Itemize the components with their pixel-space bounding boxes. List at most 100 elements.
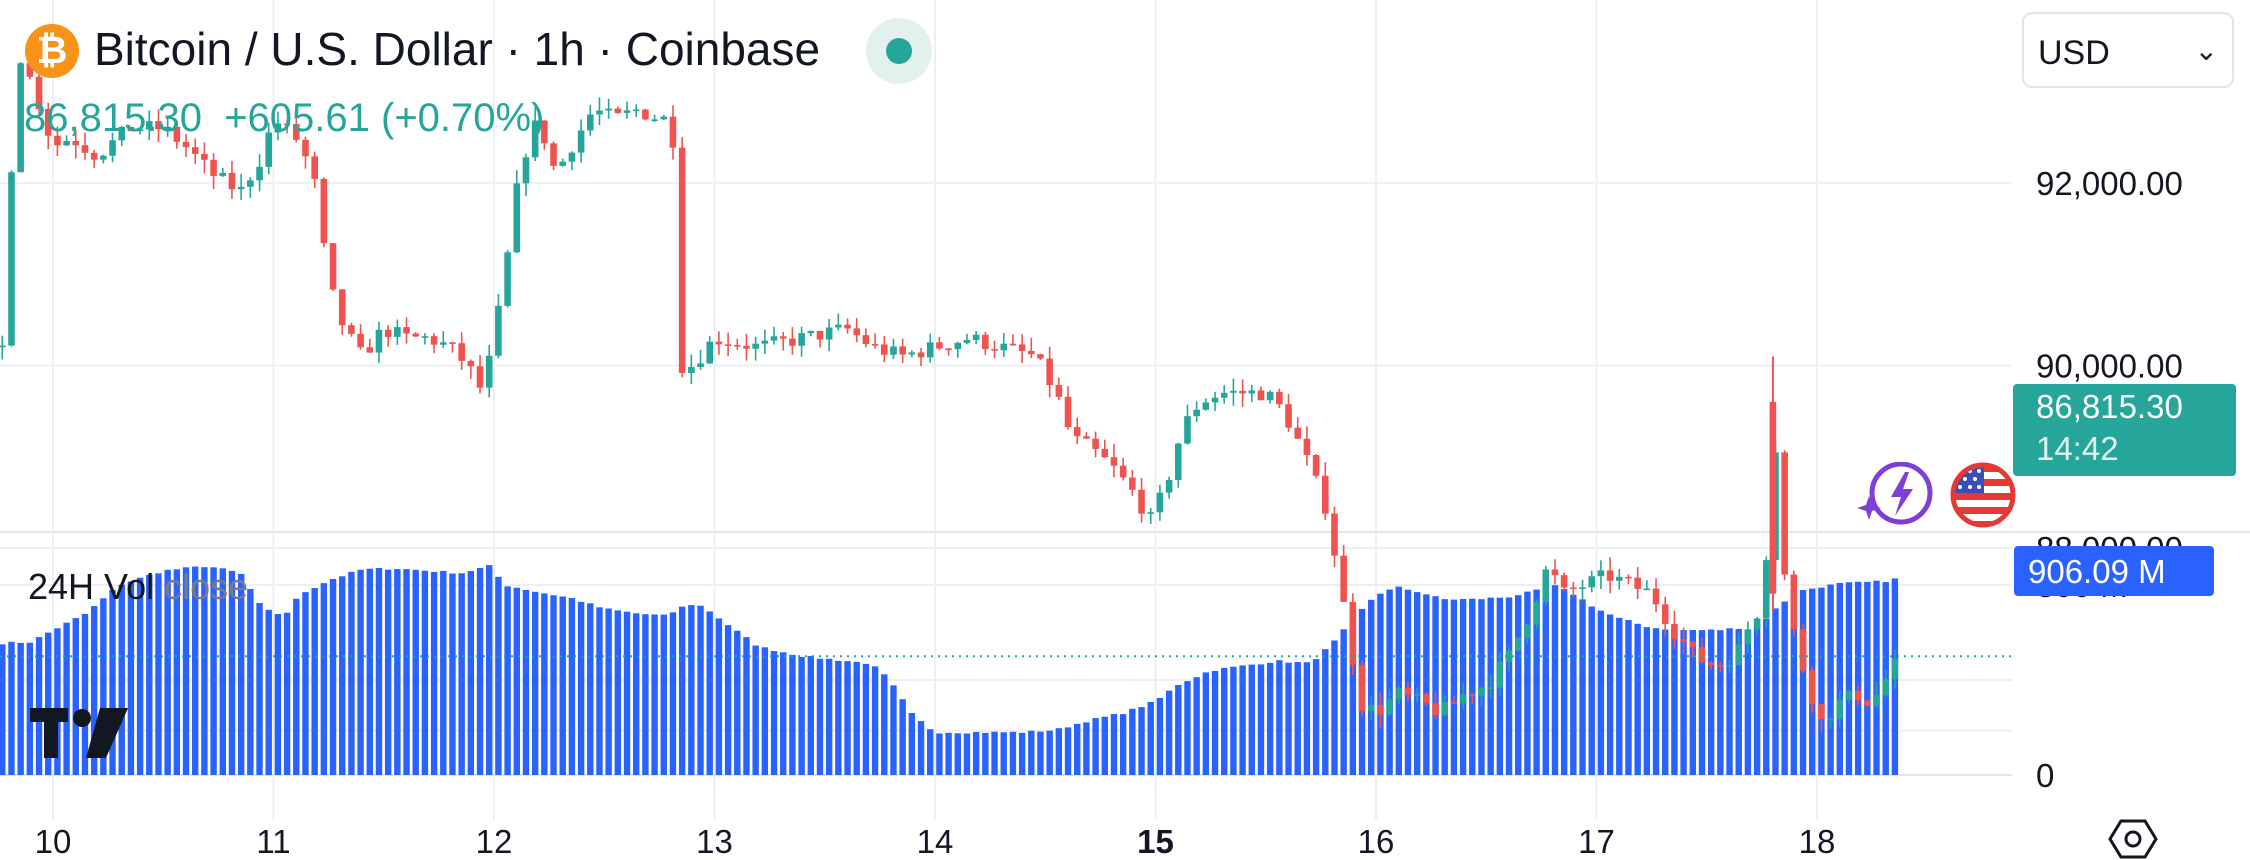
volume-bar	[412, 569, 419, 775]
candle-down	[1551, 569, 1559, 576]
candle-down	[614, 108, 622, 113]
candle-up	[109, 140, 116, 156]
volume-bar	[201, 567, 208, 775]
volume-bar	[1028, 730, 1035, 775]
candle-down	[1092, 438, 1099, 449]
volume-bar	[146, 574, 153, 775]
tradingview-logo[interactable]	[30, 706, 130, 762]
candle-down	[779, 336, 787, 339]
candle-down	[1129, 477, 1136, 490]
volume-bar	[1092, 718, 1099, 775]
candle-down	[1790, 574, 1798, 630]
candle-up	[1156, 492, 1164, 513]
volume-indicator-name: 24H Vol	[28, 566, 155, 607]
candle-down	[311, 156, 318, 179]
volume-bar	[706, 611, 713, 775]
volume-bar	[954, 733, 961, 775]
volume-bar	[1588, 606, 1595, 775]
volume-bar	[1377, 593, 1384, 775]
us-flag-icon[interactable]	[1950, 462, 2016, 528]
candle-up	[807, 330, 815, 334]
volume-bar	[8, 641, 15, 775]
symbol-title[interactable]: Bitcoin / U.S. Dollar · 1h · Coinbase	[94, 23, 821, 75]
volume-bar	[1101, 716, 1108, 775]
volume-bar	[1818, 587, 1825, 775]
volume-bar	[320, 583, 328, 775]
volume-bar	[403, 569, 410, 775]
currency-select[interactable]: USD ⌄	[2022, 12, 2234, 88]
candle-down	[1707, 662, 1715, 666]
volume-bar	[927, 729, 934, 775]
candle-down	[899, 346, 906, 355]
price-tag-countdown: 14:42	[2036, 430, 2119, 467]
candle-down	[127, 126, 135, 132]
candle-up	[1827, 718, 1834, 721]
candle-down	[449, 342, 456, 344]
candle-up	[1266, 391, 1274, 401]
volume-bar	[1083, 722, 1090, 775]
candle-up	[1588, 576, 1596, 588]
settings-hex-icon[interactable]	[2108, 818, 2158, 860]
candle-up	[219, 172, 227, 176]
candle-up	[0, 345, 6, 348]
volume-bar	[1413, 592, 1421, 775]
candle-up	[1478, 688, 1485, 696]
lightning-icon[interactable]	[1855, 462, 1935, 528]
x-tick-label-12: 12	[476, 823, 513, 860]
volume-bar	[219, 568, 226, 775]
volume-bar	[633, 613, 640, 775]
volume-bar	[1524, 591, 1531, 775]
candle-down	[173, 126, 181, 142]
candle-down	[871, 344, 879, 346]
volume-bar	[1763, 618, 1770, 775]
volume-tick-label: 0	[2036, 757, 2054, 794]
volume-bar	[1221, 667, 1228, 775]
candle-up	[1533, 602, 1540, 625]
volume-bar	[752, 645, 759, 775]
volume-bar	[1836, 583, 1843, 775]
candle-down	[1294, 427, 1302, 439]
candle-down	[191, 147, 199, 154]
volume-bar	[697, 605, 704, 775]
volume-bar	[247, 588, 254, 775]
volume-indicator-label[interactable]: 24H Vol close	[28, 566, 248, 608]
volume-bar	[127, 581, 135, 775]
volume-bar	[1634, 623, 1641, 775]
volume-bar	[1257, 664, 1265, 775]
volume-bar	[936, 733, 943, 775]
volume-bar	[504, 586, 511, 775]
volume-bar	[1074, 723, 1081, 775]
candle-down	[789, 338, 796, 346]
volume-bar	[1606, 614, 1614, 775]
market-status-indicator[interactable]	[866, 18, 932, 84]
x-tick-label-13: 13	[696, 823, 733, 860]
candle-down	[1377, 705, 1384, 715]
candle-up	[890, 346, 897, 355]
x-tick-label-11: 11	[256, 823, 290, 860]
candle-down	[228, 172, 236, 190]
volume-bar	[1000, 732, 1007, 775]
volume-bar	[724, 625, 732, 775]
volume-bar	[1726, 628, 1733, 775]
candle-up	[559, 161, 567, 166]
candle-up	[596, 110, 603, 115]
volume-bar	[1211, 670, 1219, 775]
volume-bar	[623, 611, 631, 775]
candle-up	[954, 342, 962, 350]
volume-bar	[118, 584, 125, 775]
candle-down	[724, 344, 732, 346]
volume-bar	[192, 566, 199, 775]
volume-bar	[384, 569, 392, 775]
candle-up	[761, 340, 769, 344]
volume-bar	[991, 731, 998, 775]
volume-bar	[1230, 666, 1237, 775]
candle-up	[1000, 343, 1008, 351]
volume-bar	[0, 644, 6, 775]
volume-bar	[1845, 582, 1853, 775]
candle-up	[1882, 678, 1890, 696]
candle-down	[348, 325, 355, 334]
candle-up	[136, 129, 144, 132]
volume-bar	[1322, 649, 1329, 775]
